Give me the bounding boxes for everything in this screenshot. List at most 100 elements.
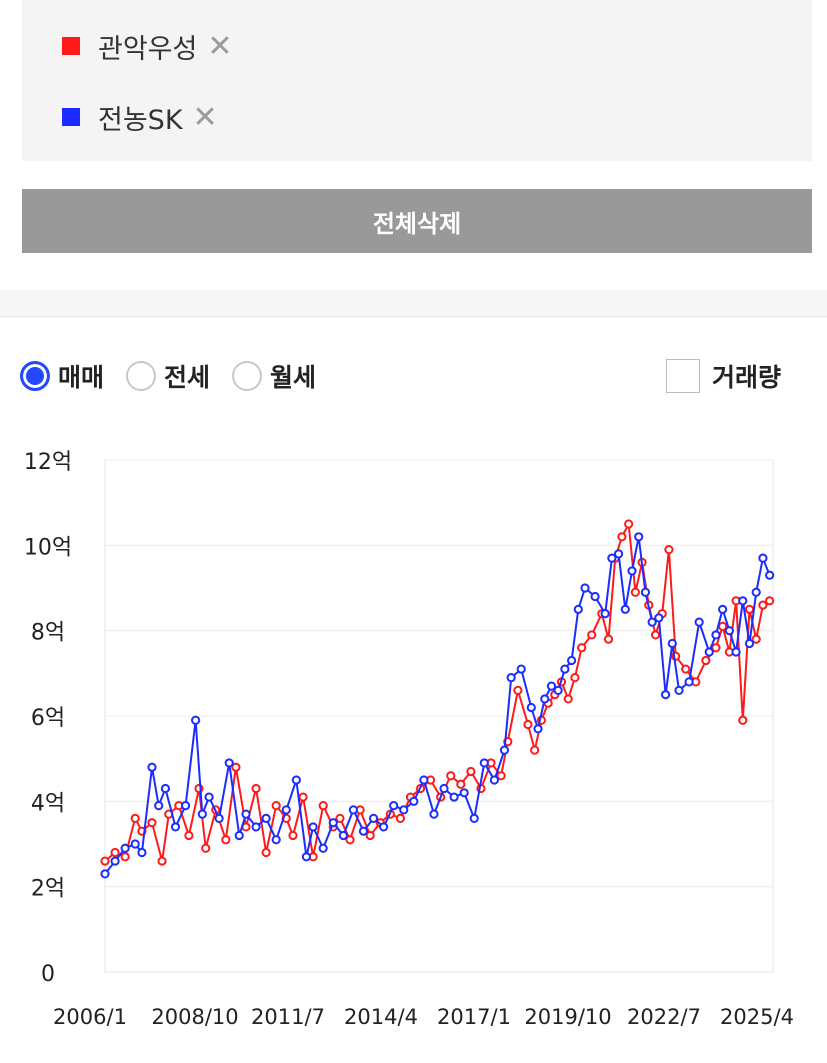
series-2-point[interactable] xyxy=(358,826,369,836)
series-2-point[interactable] xyxy=(573,604,583,614)
series-2-point[interactable] xyxy=(613,549,624,559)
series-1-point[interactable] xyxy=(603,634,614,644)
series-2-point[interactable] xyxy=(251,822,261,832)
series-1-point[interactable] xyxy=(298,792,308,802)
series-2-point[interactable] xyxy=(147,762,157,772)
series-1-point[interactable] xyxy=(624,519,634,529)
series-2-point[interactable] xyxy=(738,596,748,606)
series-2-point[interactable] xyxy=(758,553,768,563)
series-2-point[interactable] xyxy=(627,566,637,576)
series-2-point[interactable] xyxy=(130,839,140,849)
series-2-point[interactable] xyxy=(765,570,775,580)
series-1-point[interactable] xyxy=(335,813,345,823)
series-1-point[interactable] xyxy=(456,779,466,789)
series-2-point[interactable] xyxy=(580,583,590,593)
series-2-point[interactable] xyxy=(546,681,557,691)
series-2-point[interactable] xyxy=(348,805,359,815)
series-2-point[interactable] xyxy=(489,775,499,785)
series-2-point[interactable] xyxy=(533,724,543,734)
series-2-point[interactable] xyxy=(271,835,281,845)
series-2-point[interactable] xyxy=(590,591,600,602)
series-2-point[interactable] xyxy=(191,715,201,725)
series-1-point[interactable] xyxy=(570,673,580,683)
series-1-point[interactable] xyxy=(664,545,674,555)
series-2-point[interactable] xyxy=(137,847,147,858)
series-2-point[interactable] xyxy=(724,626,734,636)
series-2-point[interactable] xyxy=(281,805,291,815)
series-2-point[interactable] xyxy=(469,813,479,823)
series-1-point[interactable] xyxy=(466,766,476,777)
series-1-point[interactable] xyxy=(201,843,211,853)
remove-item-2-icon[interactable]: ✕ xyxy=(192,99,218,135)
series-1-point[interactable] xyxy=(365,830,375,841)
series-1-point[interactable] xyxy=(271,801,281,811)
series-2-point[interactable] xyxy=(160,783,171,794)
series-2-point[interactable] xyxy=(620,604,630,614)
series-2-point[interactable] xyxy=(154,801,164,811)
series-1-point[interactable] xyxy=(120,852,130,862)
series-2-point[interactable] xyxy=(429,809,439,819)
series-1-point[interactable] xyxy=(711,643,721,653)
series-2-point[interactable] xyxy=(449,792,459,802)
series-2-point[interactable] xyxy=(560,664,570,674)
series-2-point[interactable] xyxy=(744,638,755,649)
series-2-point[interactable] xyxy=(660,690,671,700)
series-2-point[interactable] xyxy=(328,818,338,828)
series-2-point[interactable] xyxy=(704,647,714,657)
series-2-point[interactable] xyxy=(170,822,181,832)
series-2-point[interactable] xyxy=(640,587,651,597)
volume-checkbox[interactable]: 거래량 xyxy=(666,358,781,394)
series-1-point[interactable] xyxy=(288,830,298,841)
series-2-point[interactable] xyxy=(409,796,419,806)
clear-all-button[interactable]: 전체삭제 xyxy=(22,189,812,253)
series-2-point[interactable] xyxy=(751,587,761,597)
series-1-point[interactable] xyxy=(513,685,523,695)
series-1-point[interactable] xyxy=(701,655,711,666)
series-2-point[interactable] xyxy=(338,830,348,841)
radio-sale-indicator[interactable] xyxy=(20,361,50,391)
radio-monthly-rent[interactable]: 월세 xyxy=(232,358,316,394)
series-2-point[interactable] xyxy=(667,638,677,649)
series-2-point[interactable] xyxy=(120,843,130,853)
series-1-point[interactable] xyxy=(231,762,241,772)
series-2-point[interactable] xyxy=(694,617,704,627)
series-1-point[interactable] xyxy=(681,664,691,674)
series-2-point[interactable] xyxy=(540,694,550,704)
series-2-point[interactable] xyxy=(214,813,224,823)
series-1-point[interactable] xyxy=(577,643,587,653)
series-1-point[interactable] xyxy=(251,783,261,794)
series-2-point[interactable] xyxy=(399,805,409,815)
series-2-point[interactable] xyxy=(308,822,318,832)
series-2-point[interactable] xyxy=(634,532,644,542)
series-2-point[interactable] xyxy=(419,775,429,785)
series-2-point[interactable] xyxy=(234,830,244,841)
series-1-point[interactable] xyxy=(523,719,533,730)
series-2-point[interactable] xyxy=(368,813,379,823)
series-1-point[interactable] xyxy=(738,715,748,725)
series-2-point[interactable] xyxy=(318,843,328,853)
series-2-point[interactable] xyxy=(261,813,271,823)
series-2-point[interactable] xyxy=(379,822,389,832)
radio-monthly-rent-indicator[interactable] xyxy=(232,361,263,391)
series-1-point[interactable] xyxy=(446,771,456,781)
series-1-point[interactable] xyxy=(157,856,167,866)
series-2-point[interactable] xyxy=(241,809,251,819)
series-2-point[interactable] xyxy=(389,801,399,811)
remove-item-1-icon[interactable]: ✕ xyxy=(207,28,233,64)
series-2-point[interactable] xyxy=(566,655,577,666)
series-1-point[interactable] xyxy=(617,532,627,542)
series-2-point[interactable] xyxy=(654,613,664,623)
series-2-point[interactable] xyxy=(600,609,610,619)
series-2-point[interactable] xyxy=(291,775,301,785)
series-1-point[interactable] xyxy=(530,745,540,755)
series-2-point[interactable] xyxy=(516,664,526,674)
series-2-point[interactable] xyxy=(731,647,741,657)
series-1-point[interactable] xyxy=(395,813,405,823)
series-1-point[interactable] xyxy=(130,813,140,823)
series-2-point[interactable] xyxy=(684,677,694,687)
series-1-point[interactable] xyxy=(563,694,573,704)
volume-checkbox-box[interactable] xyxy=(666,359,700,393)
series-2-point[interactable] xyxy=(197,809,207,819)
series-1-point[interactable] xyxy=(587,630,597,640)
series-2-point[interactable] xyxy=(224,758,234,768)
